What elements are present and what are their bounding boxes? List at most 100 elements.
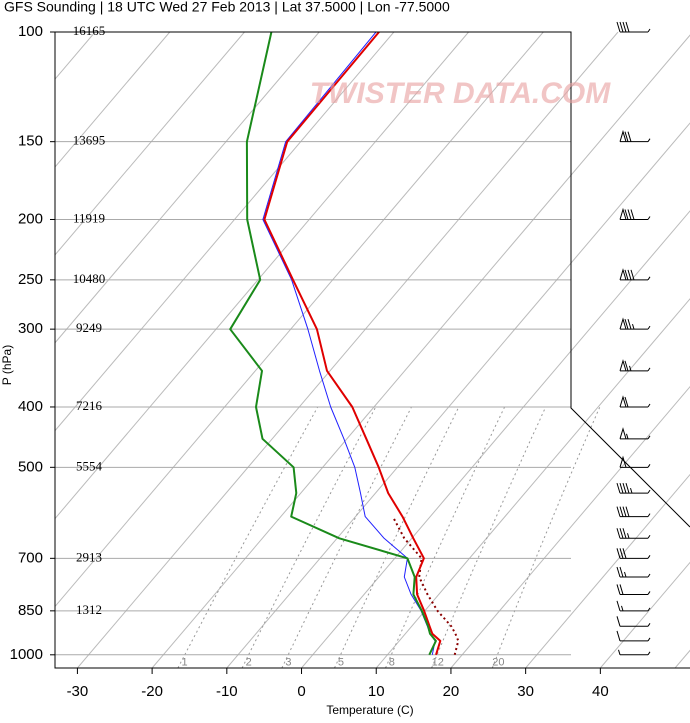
y-axis-label: P (hPa)	[0, 345, 14, 385]
y-tick-label: 850	[18, 602, 43, 619]
x-tick-label: -30	[67, 683, 89, 700]
wind-staff-anchor	[647, 276, 651, 281]
wind-staff-anchor	[647, 464, 651, 468]
x-axis-label: Temperature (C)	[326, 703, 413, 717]
wind-staff-anchor	[647, 651, 651, 656]
x-tick-label: 20	[443, 683, 460, 700]
wind-staff-anchor	[647, 591, 651, 595]
wind-barb	[619, 395, 648, 408]
wind-staff-anchor	[647, 435, 651, 440]
x-tick-label: 10	[368, 683, 385, 700]
y-tick-label: 700	[18, 549, 43, 566]
wind-staff-anchor	[647, 325, 651, 330]
wind-barb	[616, 482, 648, 494]
isotherm	[301, 210, 690, 668]
wind-staff-anchor	[647, 28, 651, 33]
y-tick-label: 500	[18, 458, 43, 475]
wind-barb	[616, 584, 648, 595]
wind-barb	[616, 600, 648, 612]
data-lines	[229, 32, 460, 656]
y-tick-label: 150	[18, 133, 43, 150]
isotherm	[55, 32, 469, 520]
wind-barb	[618, 649, 648, 656]
height-label: 5554	[76, 458, 103, 473]
height-label: 10480	[73, 271, 106, 286]
wind-barb	[619, 317, 648, 330]
isotherm	[55, 32, 544, 608]
height-label: 1312	[76, 602, 102, 617]
height-label: 16165	[73, 23, 106, 38]
x-tick-label: -10	[216, 683, 238, 700]
wind-staff-anchor	[647, 216, 651, 220]
profile-line	[229, 32, 437, 656]
plot-frame	[54, 31, 690, 669]
watermark: TWISTER DATA.COM	[310, 77, 612, 110]
isotherm	[226, 122, 690, 668]
mixing-ratio-label: 8	[389, 657, 395, 669]
y-tick-label: 300	[18, 320, 43, 337]
wind-staff-anchor	[647, 138, 651, 142]
wind-staff-anchor	[647, 403, 651, 408]
x-tick-label: 30	[517, 683, 534, 700]
mixing-ratio-label: 5	[338, 657, 344, 669]
mixing-ratio-label: 12	[432, 657, 444, 669]
mixing-ratio-line	[241, 406, 377, 668]
isotherm	[55, 32, 320, 344]
wind-barb	[619, 129, 648, 143]
wind-barb	[619, 455, 648, 468]
mixing-ratio-line	[431, 406, 547, 668]
wind-barb	[619, 268, 648, 281]
y-tick-label: 1000	[10, 646, 43, 663]
isotherm	[55, 32, 245, 256]
isotherm	[375, 298, 690, 668]
mixing-ratio-line	[491, 406, 601, 668]
wind-staff-anchor	[647, 513, 651, 517]
wind-barb	[619, 207, 648, 220]
profile-line	[391, 516, 460, 656]
wind-staff-anchor	[647, 637, 651, 642]
isotherm	[151, 34, 690, 668]
height-label: 13695	[73, 133, 106, 148]
x-tick-label: -20	[141, 683, 163, 700]
height-label: 9249	[76, 320, 102, 335]
background-lines: 1 2 3 5 8 12 20	[55, 32, 690, 669]
x-tick-label: 40	[592, 683, 609, 700]
mixing-ratio-label: 1	[182, 657, 188, 669]
wind-staff-anchor	[647, 535, 651, 539]
wind-barb	[616, 630, 648, 642]
isotherm	[450, 385, 690, 668]
wind-barb	[619, 359, 648, 372]
wind-barb	[616, 566, 648, 578]
mixing-ratio-line	[334, 406, 460, 668]
wind-staff-anchor	[647, 607, 651, 612]
mixing-ratio-label: 3	[285, 657, 291, 669]
x-tick-label: 0	[297, 683, 305, 700]
wind-barb	[616, 506, 648, 518]
y-tick-label: 250	[18, 271, 43, 288]
mixing-ratio-line	[281, 406, 412, 668]
y-tick-label: 100	[18, 23, 43, 40]
mixing-ratio-line	[385, 406, 506, 668]
profile-line	[263, 32, 442, 656]
wind-barb	[619, 427, 648, 440]
wind-barb	[616, 21, 648, 33]
height-label: 2913	[76, 549, 102, 564]
mixing-ratio-label: 2	[246, 657, 252, 669]
wind-staff-anchor	[647, 555, 651, 559]
wind-staff-anchor	[647, 367, 651, 372]
isotherm	[55, 32, 171, 168]
height-label: 11919	[73, 210, 105, 225]
y-tick-label: 200	[18, 210, 43, 227]
wind-staff-anchor	[647, 623, 651, 627]
wind-staff-anchor	[647, 489, 651, 494]
mixing-ratio-label: 20	[492, 657, 504, 669]
chart-title: GFS Sounding | 18 UTC Wed 27 Feb 2013 | …	[4, 0, 450, 15]
wind-barb	[616, 548, 648, 559]
wind-barbs	[616, 21, 651, 656]
isotherm	[55, 32, 395, 432]
wind-staff-anchor	[647, 573, 651, 578]
isotherm	[77, 32, 619, 668]
